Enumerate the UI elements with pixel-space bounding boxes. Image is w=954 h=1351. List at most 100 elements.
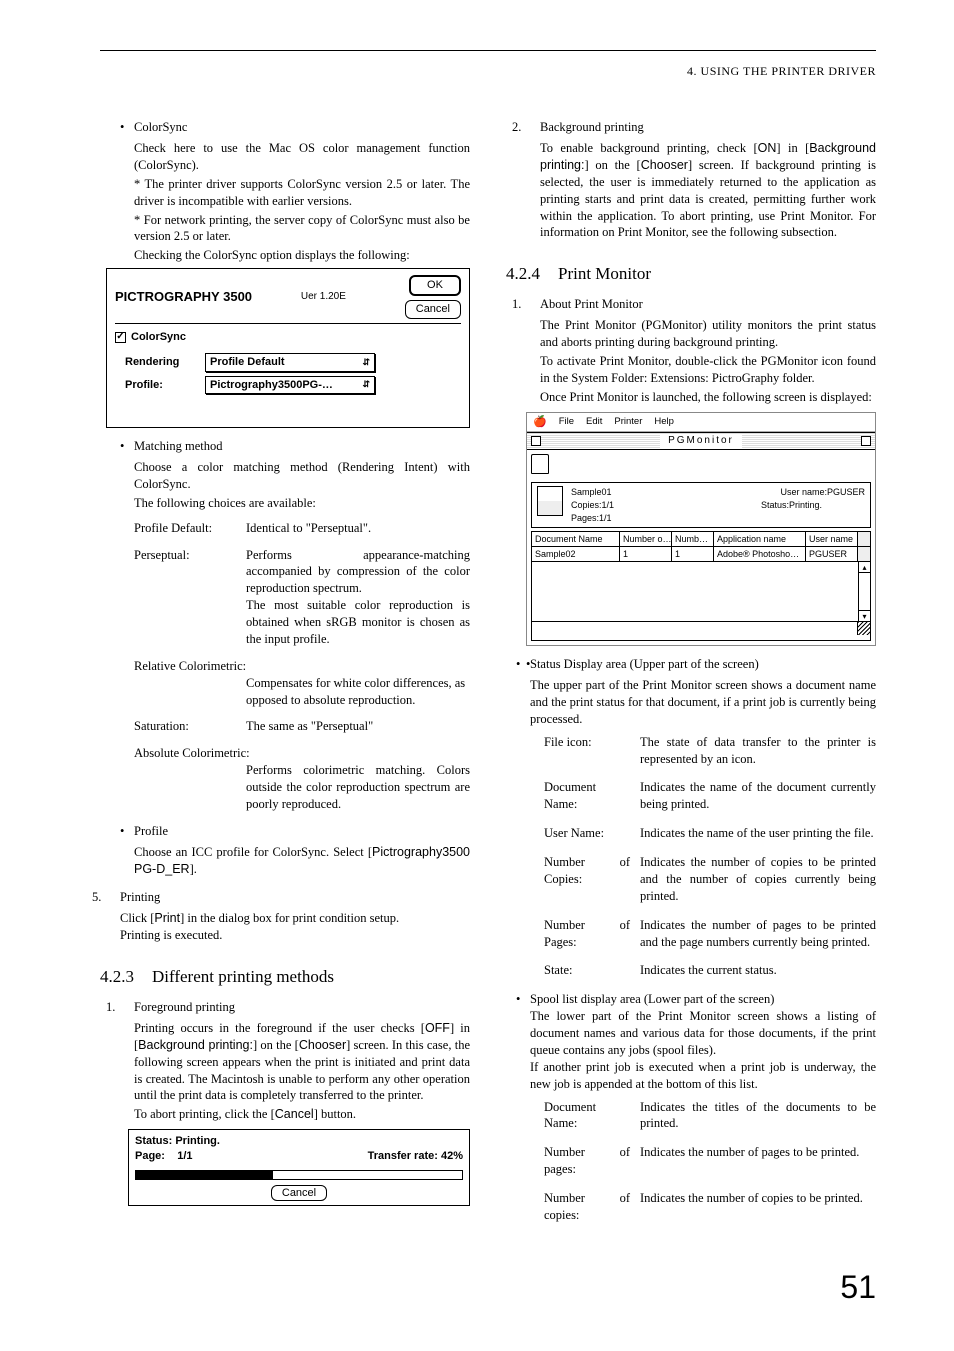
menu-printer[interactable]: Printer: [614, 416, 642, 429]
def-term: Number of copies:: [544, 1190, 630, 1224]
def-term: Number of pages:: [544, 1144, 630, 1178]
section-number: 4.2.3: [100, 966, 134, 989]
info-doc: Sample01: [571, 486, 718, 498]
printing-status-dialog: Status: Printing. Page: 1/1 Transfer rat…: [128, 1129, 470, 1206]
def-desc: Indicates the name of the user printing …: [640, 825, 876, 842]
foreground-item: 1. Foreground printing: [100, 999, 470, 1016]
fg-title: Foreground printing: [134, 1000, 235, 1014]
th-user: User name: [806, 532, 858, 546]
th-app: Application name: [714, 532, 806, 546]
progress-bar: [135, 1170, 463, 1180]
colorsync-p2: * The printer driver supports ColorSync …: [100, 176, 470, 210]
spool-list-heading: •Spool list display area (Lower part of …: [506, 991, 876, 1008]
scroll-down-icon[interactable]: ▾: [859, 610, 870, 621]
table-row[interactable]: Sample02 1 1 Adobe® Photosho… PGUSER: [532, 547, 870, 561]
def-desc: Performs appearance-matching accompanied…: [246, 547, 470, 648]
menu-file[interactable]: File: [559, 416, 574, 429]
ok-button[interactable]: OK: [409, 275, 461, 296]
pgmonitor-window: 🍎 File Edit Printer Help PGMonitor Sampl…: [526, 412, 876, 647]
profile-label: Profile:: [125, 378, 197, 393]
fg-p2: To abort printing, click the [Cancel] bu…: [100, 1106, 470, 1123]
def-desc: Indicates the number of pages to be prin…: [640, 1144, 876, 1178]
rate-label: Transfer rate:: [368, 1150, 438, 1162]
def-desc: Compensates for white color differences,…: [134, 675, 470, 709]
def-term: Number of Pages:: [544, 917, 630, 951]
printing-p1: Click [Print] in the dialog box for prin…: [100, 910, 470, 927]
printing-p2: Printing is executed.: [100, 927, 470, 944]
page-label: Page:: [135, 1149, 165, 1164]
colorsync-dialog: PICTROGRAPHY 3500 Uer 1.20E OK Cancel ✓ …: [106, 268, 470, 428]
rendering-value: Profile Default: [210, 355, 285, 370]
right-column: 2. Background printing To enable backgro…: [506, 119, 876, 1236]
pm-p2: To activate Print Monitor, double-click …: [506, 353, 876, 387]
rendering-definitions: Profile Default:Identical to "Perseptual…: [100, 520, 470, 813]
colorsync-checkbox[interactable]: ✓ ColorSync: [115, 330, 461, 345]
def-desc: Indicates the titles of the documents to…: [640, 1099, 876, 1133]
rendering-label: Rendering: [125, 355, 197, 370]
header-rule: [100, 50, 876, 51]
rendering-select[interactable]: Profile Default ⇵: [205, 353, 375, 372]
checkbox-icon: ✓: [115, 332, 126, 343]
section-title: Print Monitor: [558, 263, 651, 286]
def-desc: Indicates the number of pages to be prin…: [640, 917, 876, 951]
fg-p1: Printing occurs in the foreground if the…: [100, 1020, 470, 1104]
pm-p1: The Print Monitor (PGMonitor) utility mo…: [506, 317, 876, 351]
profile-select[interactable]: Pictrography3500PG-… ⇵: [205, 376, 375, 395]
trash-icon[interactable]: [531, 454, 549, 474]
def-desc: Identical to "Perseptual".: [246, 520, 470, 537]
select-arrows-icon: ⇵: [362, 380, 370, 389]
scroll-up-icon[interactable]: ▴: [859, 562, 870, 573]
background-item: 2. Background printing: [506, 119, 876, 136]
pm-item: 1. About Print Monitor: [506, 296, 876, 313]
matching-p2: The following choices are available:: [100, 495, 470, 512]
matching-heading: Matching method: [100, 438, 470, 455]
def-desc: The same as "Perseptual": [246, 718, 470, 735]
info-pages: Pages:1/1: [571, 512, 718, 524]
pm-p3: Once Print Monitor is launched, the foll…: [506, 389, 876, 406]
apple-icon[interactable]: 🍎: [533, 415, 547, 430]
def-term: Saturation:: [134, 718, 238, 735]
printing-number: 5.: [92, 889, 101, 906]
bg-number: 2.: [512, 119, 521, 136]
info-copies: Copies:1/1: [571, 499, 718, 511]
pm-number: 1.: [512, 296, 521, 313]
profile-heading: Profile: [100, 823, 470, 840]
menu-edit[interactable]: Edit: [586, 416, 602, 429]
resize-handle-icon[interactable]: [857, 622, 870, 635]
printing-title: Printing: [120, 890, 160, 904]
close-icon[interactable]: [531, 436, 541, 446]
section-number: 4.2.4: [506, 263, 540, 286]
def-term: Number of Copies:: [544, 854, 630, 905]
colorsync-p4: Checking the ColorSync option displays t…: [100, 247, 470, 264]
status-value: Printing.: [175, 1134, 220, 1149]
bg-title: Background printing: [540, 120, 644, 134]
colorsync-p3: * For network printing, the server copy …: [100, 212, 470, 246]
scrollbar[interactable]: ▴ ▾: [858, 562, 870, 621]
section-4-2-4-heading: 4.2.4 Print Monitor: [506, 263, 876, 286]
def-term: Document Name:: [544, 779, 630, 813]
profile-p1: Choose an ICC profile for ColorSync. Sel…: [100, 844, 470, 878]
bg-p1: To enable background printing, check [ON…: [506, 140, 876, 241]
spool-definitions: Document Name:Indicates the titles of th…: [506, 1099, 876, 1224]
section-title: Different printing methods: [152, 966, 334, 989]
spool-list-table: Document Name Number o… Numb… Applicatio…: [531, 531, 871, 641]
status-cancel-button[interactable]: Cancel: [271, 1185, 327, 1201]
def-term: User Name:: [544, 825, 630, 842]
def-term: Absolute Colorimetric:: [134, 745, 470, 762]
file-icon: [537, 486, 563, 516]
def-term: State:: [544, 962, 630, 979]
dialog-version: Uer 1.20E: [301, 290, 346, 304]
colorsync-p1: Check here to use the Mac OS color manag…: [100, 140, 470, 174]
menu-help[interactable]: Help: [654, 416, 674, 429]
colorsync-heading: ColorSync: [100, 119, 470, 136]
def-term: Perseptual:: [134, 547, 238, 648]
matching-p1: Choose a color matching method (Renderin…: [100, 459, 470, 493]
menubar: 🍎 File Edit Printer Help: [527, 413, 875, 433]
def-desc: Performs colorimetric matching. Colors o…: [134, 762, 470, 813]
colorsync-checkbox-label: ColorSync: [131, 330, 186, 345]
cancel-button[interactable]: Cancel: [405, 300, 461, 319]
def-desc: Indicates the current status.: [640, 962, 876, 979]
status-display-heading: •Status Display area (Upper part of the …: [506, 656, 876, 673]
zoom-icon[interactable]: [861, 436, 871, 446]
fg-number: 1.: [106, 999, 115, 1016]
